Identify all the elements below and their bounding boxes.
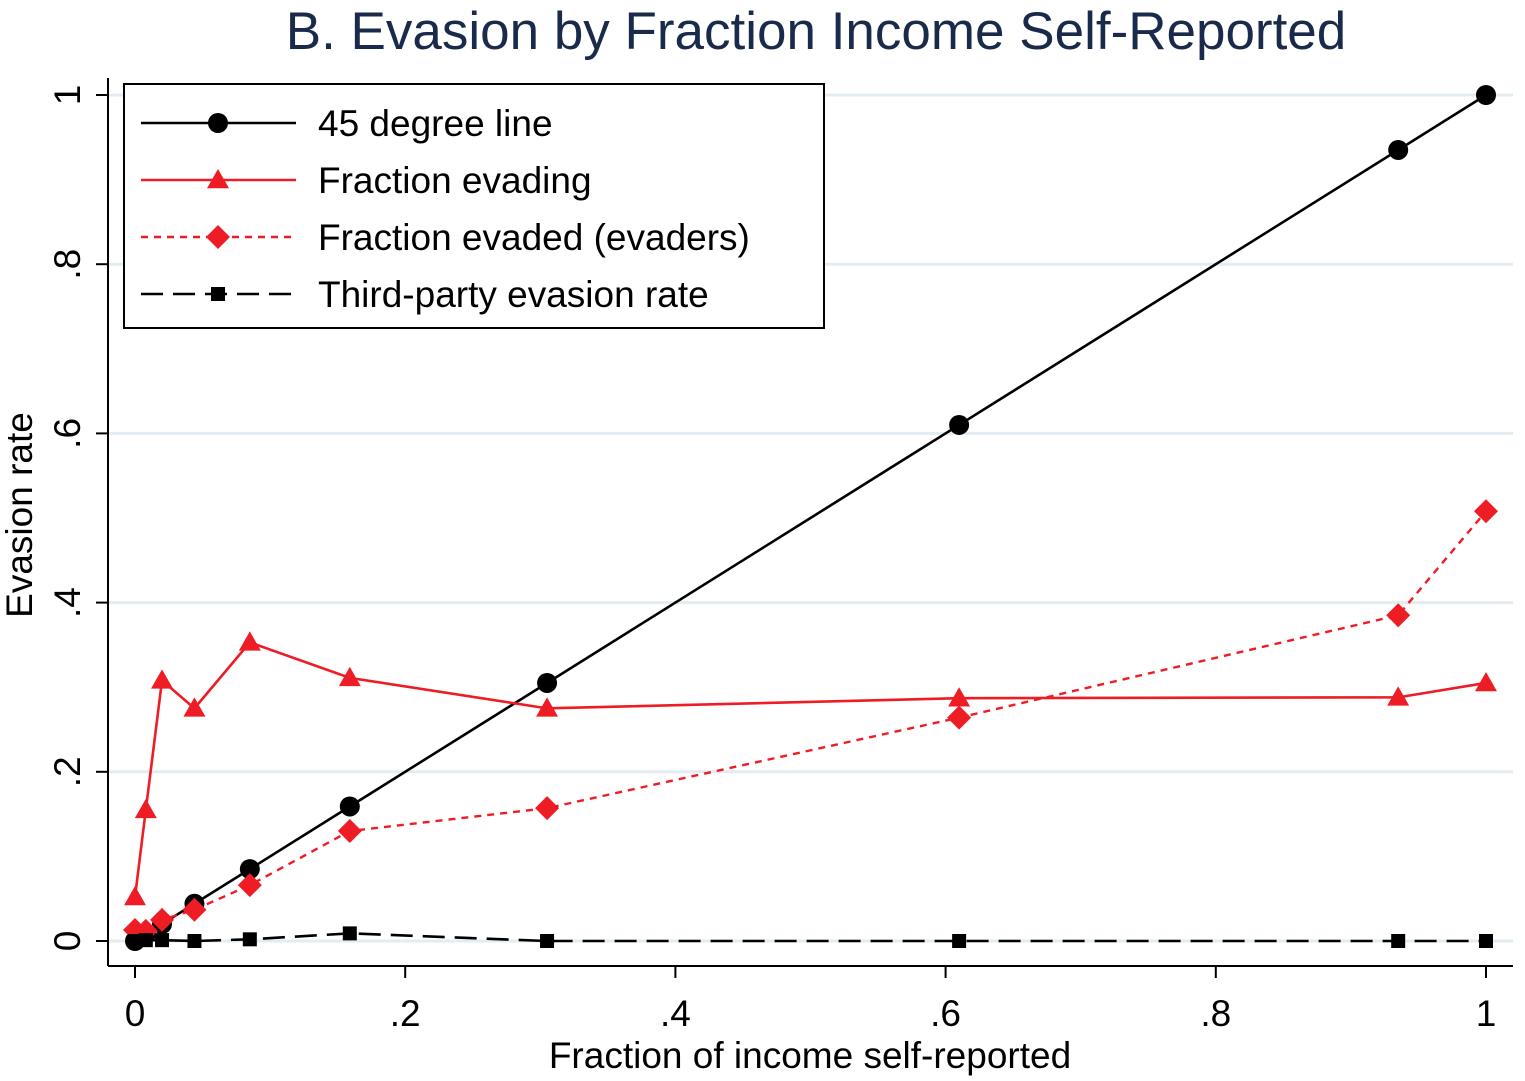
series-1-point-4 xyxy=(238,631,261,651)
x-tick-label-0: 0 xyxy=(125,993,146,1034)
series-3-point-0 xyxy=(128,934,142,948)
legend: 45 degree line Fraction evading Fraction e… xyxy=(123,83,825,329)
series-3 xyxy=(128,926,1493,948)
series-0-point-5 xyxy=(339,796,360,817)
legend-marker-3 xyxy=(211,287,225,301)
series-1-point-0 xyxy=(124,886,146,906)
series-0-point-9 xyxy=(1476,85,1496,105)
series-0-point-4 xyxy=(239,859,260,880)
series-2-point-6 xyxy=(535,796,560,821)
x-tick-label-3: .6 xyxy=(930,993,961,1034)
x-tick-label-2: .4 xyxy=(660,993,691,1034)
series-1-point-6 xyxy=(536,697,559,717)
series-1-point-9 xyxy=(1475,671,1497,692)
series-0-point-6 xyxy=(537,672,558,693)
y-tick-label-0: 0 xyxy=(47,931,88,952)
series-3-point-1 xyxy=(138,933,153,948)
series-1-point-8 xyxy=(1387,686,1410,706)
series-3-point-2 xyxy=(155,933,170,948)
y-tick-label-5: 1 xyxy=(47,85,88,106)
x-tick-label-5: 1 xyxy=(1476,993,1497,1034)
y-axis-ticks: 0 .2 .4 .6 .8 1 xyxy=(47,85,108,952)
series-0-point-7 xyxy=(949,414,970,435)
y-tick-label-3: .6 xyxy=(47,418,88,449)
y-tick-label-1: .2 xyxy=(47,756,88,787)
x-tick-label-4: .8 xyxy=(1200,993,1231,1034)
series-3-point-5 xyxy=(342,926,357,941)
legend-label-3: Third-party evasion rate xyxy=(318,274,709,315)
series-line-1 xyxy=(133,640,1487,898)
series-0-point-8 xyxy=(1388,139,1409,160)
series-3-point-8 xyxy=(1391,934,1406,948)
series-3-point-7 xyxy=(952,934,967,948)
series-1-point-1 xyxy=(134,798,157,819)
series-line-2 xyxy=(134,510,1487,933)
series-1 xyxy=(124,631,1497,906)
chart-title: B. Evasion by Fraction Income Self-Repor… xyxy=(286,2,1347,61)
series-3-point-6 xyxy=(540,934,555,948)
legend-label-2: Fraction evaded (evaders) xyxy=(318,217,750,258)
series-layer xyxy=(123,85,1498,951)
series-2-point-4 xyxy=(237,873,262,898)
legend-label-1: Fraction evading xyxy=(318,160,592,201)
series-2-point-9 xyxy=(1474,499,1498,524)
series-1-point-3 xyxy=(183,697,206,717)
series-3-point-9 xyxy=(1479,934,1493,948)
series-line-3 xyxy=(134,932,1486,943)
series-2-point-2 xyxy=(150,907,175,932)
y-tick-label-4: .8 xyxy=(47,249,88,280)
series-2-point-8 xyxy=(1386,603,1411,628)
legend-marker-0 xyxy=(208,113,228,133)
x-axis-ticks: 0 .2 .4 .6 .8 1 xyxy=(125,966,1497,1034)
legend-marker-2 xyxy=(206,225,230,249)
series-2-point-5 xyxy=(337,819,362,844)
series-1-point-2 xyxy=(151,669,174,689)
series-2-point-7 xyxy=(947,705,972,730)
x-tick-label-1: .2 xyxy=(390,993,421,1034)
series-1-point-5 xyxy=(338,666,361,687)
y-axis-title: Evasion rate xyxy=(0,412,40,618)
series-1-point-7 xyxy=(948,687,971,707)
series-2-point-3 xyxy=(182,897,207,922)
legend-marker-1 xyxy=(207,169,229,189)
legend-label-0: 45 degree line xyxy=(318,103,553,144)
legend-box xyxy=(123,83,825,329)
series-3-point-3 xyxy=(187,934,202,948)
series-3-point-4 xyxy=(242,932,257,947)
x-axis-title: Fraction of income self-reported xyxy=(549,1035,1071,1076)
y-tick-label-2: .4 xyxy=(47,587,88,618)
